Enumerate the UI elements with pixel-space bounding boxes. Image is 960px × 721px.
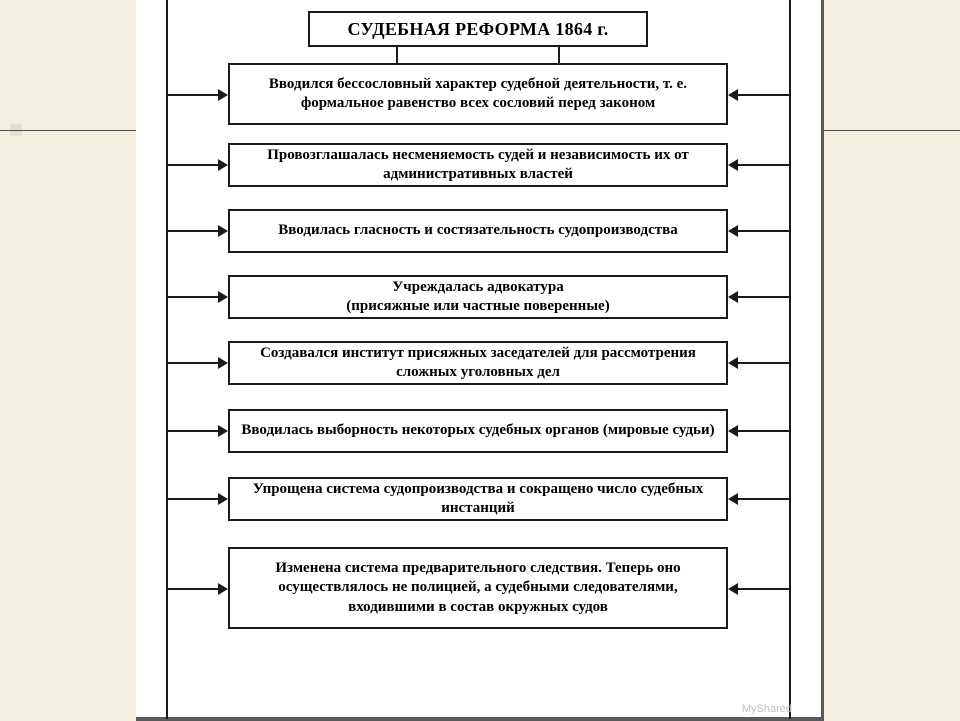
item-box-5: Вводилась выборность некоторых судебных … <box>228 409 728 453</box>
item-text-3: Учреждалась адвокатура (присяжные или ча… <box>346 278 609 316</box>
title-connector-right <box>558 47 560 63</box>
arrow-left-5 <box>168 430 226 432</box>
arrow-right-2 <box>730 230 789 232</box>
arrow-left-1 <box>168 164 226 166</box>
item-text-2: Вводилась гласность и состязательность с… <box>278 221 677 240</box>
item-text-1: Провозглашалась несменяемость судей и не… <box>238 146 718 184</box>
arrow-right-7 <box>730 588 789 590</box>
arrow-right-5 <box>730 430 789 432</box>
item-box-0: Вводился бессословный характер судебной … <box>228 63 728 125</box>
item-box-7: Изменена система предварительного следст… <box>228 547 728 629</box>
horizontal-rule-left <box>0 130 137 131</box>
diagram-frame: СУДЕБНАЯ РЕФОРМА 1864 г. Вводился бессос… <box>136 0 824 721</box>
arrow-left-2 <box>168 230 226 232</box>
paper-background: СУДЕБНАЯ РЕФОРМА 1864 г. Вводился бессос… <box>136 0 821 717</box>
item-text-7: Изменена система предварительного следст… <box>238 559 718 617</box>
item-box-3: Учреждалась адвокатура (присяжные или ча… <box>228 275 728 319</box>
title-text: СУДЕБНАЯ РЕФОРМА 1864 г. <box>347 19 608 40</box>
arrow-left-7 <box>168 588 226 590</box>
item-box-2: Вводилась гласность и состязательность с… <box>228 209 728 253</box>
item-text-6: Упрощена система судопроизводства и сокр… <box>238 480 718 518</box>
arrow-right-1 <box>730 164 789 166</box>
arrow-left-6 <box>168 498 226 500</box>
arrow-right-0 <box>730 94 789 96</box>
item-box-4: Создавался институт присяжных заседателе… <box>228 341 728 385</box>
arrow-left-3 <box>168 296 226 298</box>
item-box-6: Упрощена система судопроизводства и сокр… <box>228 477 728 521</box>
arrow-left-4 <box>168 362 226 364</box>
horizontal-rule-right <box>824 130 960 131</box>
arrow-right-6 <box>730 498 789 500</box>
arrow-left-0 <box>168 94 226 96</box>
arrow-right-3 <box>730 296 789 298</box>
item-text-4: Создавался институт присяжных заседателе… <box>238 344 718 382</box>
title-connector-left <box>396 47 398 63</box>
arrow-right-4 <box>730 362 789 364</box>
item-text-0: Вводился бессословный характер судебной … <box>238 75 718 113</box>
diagram-title: СУДЕБНАЯ РЕФОРМА 1864 г. <box>308 11 648 47</box>
item-text-5: Вводилась выборность некоторых судебных … <box>241 421 714 440</box>
item-box-1: Провозглашалась несменяемость судей и не… <box>228 143 728 187</box>
branding-watermark: MyShared <box>742 703 792 715</box>
